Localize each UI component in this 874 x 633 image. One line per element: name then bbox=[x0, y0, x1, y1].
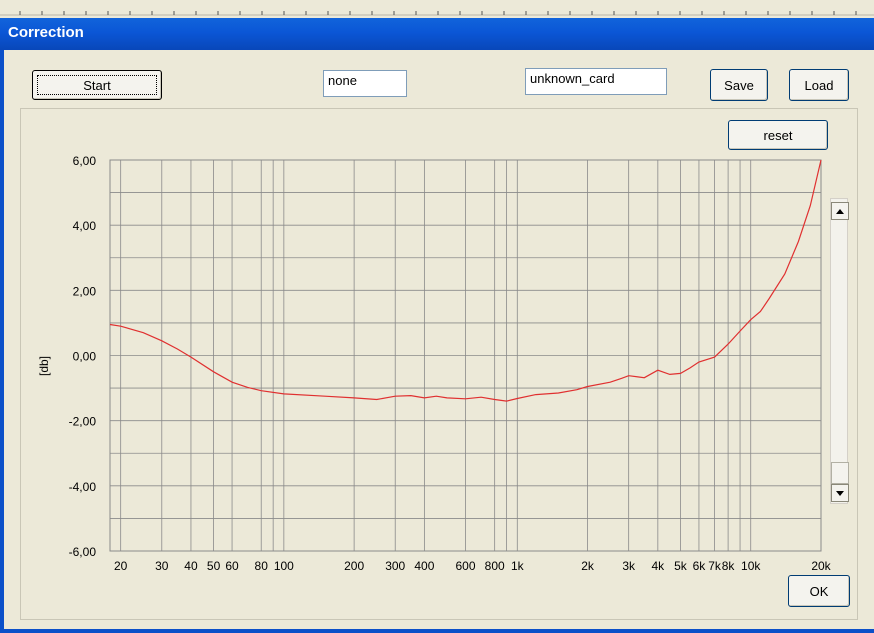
x-tick-label: 60 bbox=[225, 559, 239, 573]
preset-field[interactable]: none bbox=[323, 70, 407, 97]
x-tick-label: 7k bbox=[708, 559, 722, 573]
y-tick-label: -2,00 bbox=[69, 415, 97, 429]
reset-button-label: reset bbox=[763, 127, 793, 143]
x-tick-label: 40 bbox=[184, 559, 198, 573]
y-tick-label: -6,00 bbox=[69, 545, 97, 559]
chart-grid bbox=[110, 159, 822, 552]
ok-button[interactable]: OK bbox=[788, 575, 850, 607]
y-tick-label: 6,00 bbox=[73, 154, 97, 168]
x-tick-label: 300 bbox=[385, 559, 405, 573]
x-tick-label: 8k bbox=[722, 559, 736, 573]
window-frame-bottom bbox=[0, 629, 874, 633]
x-tick-label: 400 bbox=[414, 559, 434, 573]
x-tick-label: 6k bbox=[693, 559, 707, 573]
x-tick-label: 3k bbox=[622, 559, 636, 573]
y-tick-label: -4,00 bbox=[69, 480, 97, 494]
x-tick-label: 2k bbox=[581, 559, 595, 573]
x-tick-label: 800 bbox=[485, 559, 505, 573]
arrow-up-glyph bbox=[836, 208, 844, 214]
load-button-label: Load bbox=[804, 77, 834, 93]
reset-button[interactable]: reset bbox=[728, 120, 828, 150]
correction-curve bbox=[109, 159, 822, 402]
card-name-field[interactable]: unknown_card bbox=[525, 68, 667, 95]
window-frame-left bbox=[0, 50, 4, 633]
ok-button-label: OK bbox=[809, 583, 829, 599]
x-tick-label: 20k bbox=[811, 559, 831, 573]
load-button[interactable]: Load bbox=[789, 69, 849, 101]
x-tick-label: 100 bbox=[274, 559, 294, 573]
y-tick-label: 4,00 bbox=[73, 219, 97, 233]
x-tick-label: 200 bbox=[344, 559, 364, 573]
x-tick-label: 600 bbox=[455, 559, 475, 573]
title-bar bbox=[0, 18, 874, 50]
graph-panel bbox=[20, 108, 858, 620]
x-tick-label: 20 bbox=[114, 559, 128, 573]
save-button[interactable]: Save bbox=[710, 69, 768, 101]
x-tick-label: 50 bbox=[207, 559, 221, 573]
arrow-up-icon[interactable] bbox=[831, 202, 849, 220]
plot-area-border bbox=[109, 159, 822, 552]
focus-rect bbox=[37, 75, 157, 95]
start-button[interactable]: Start bbox=[32, 70, 162, 100]
x-tick-label: 4k bbox=[651, 559, 665, 573]
scrollbar-thumb[interactable] bbox=[831, 462, 849, 484]
arrow-down-glyph bbox=[836, 490, 844, 496]
x-tick-label: 10k bbox=[741, 559, 761, 573]
window-title: Correction bbox=[8, 24, 84, 41]
level-scrollbar[interactable] bbox=[830, 198, 848, 504]
x-tick-label: 80 bbox=[255, 559, 269, 573]
arrow-down-icon[interactable] bbox=[831, 484, 849, 502]
y-tick-label: 0,00 bbox=[73, 350, 97, 364]
start-button-label: Start bbox=[83, 77, 111, 93]
top-ruler bbox=[0, 0, 874, 18]
x-tick-label: 1k bbox=[511, 559, 525, 573]
x-tick-label: 5k bbox=[674, 559, 688, 573]
save-button-label: Save bbox=[724, 77, 754, 93]
x-tick-label: 30 bbox=[155, 559, 169, 573]
y-tick-label: 2,00 bbox=[73, 284, 97, 298]
y-axis-label: [db] bbox=[37, 356, 51, 376]
